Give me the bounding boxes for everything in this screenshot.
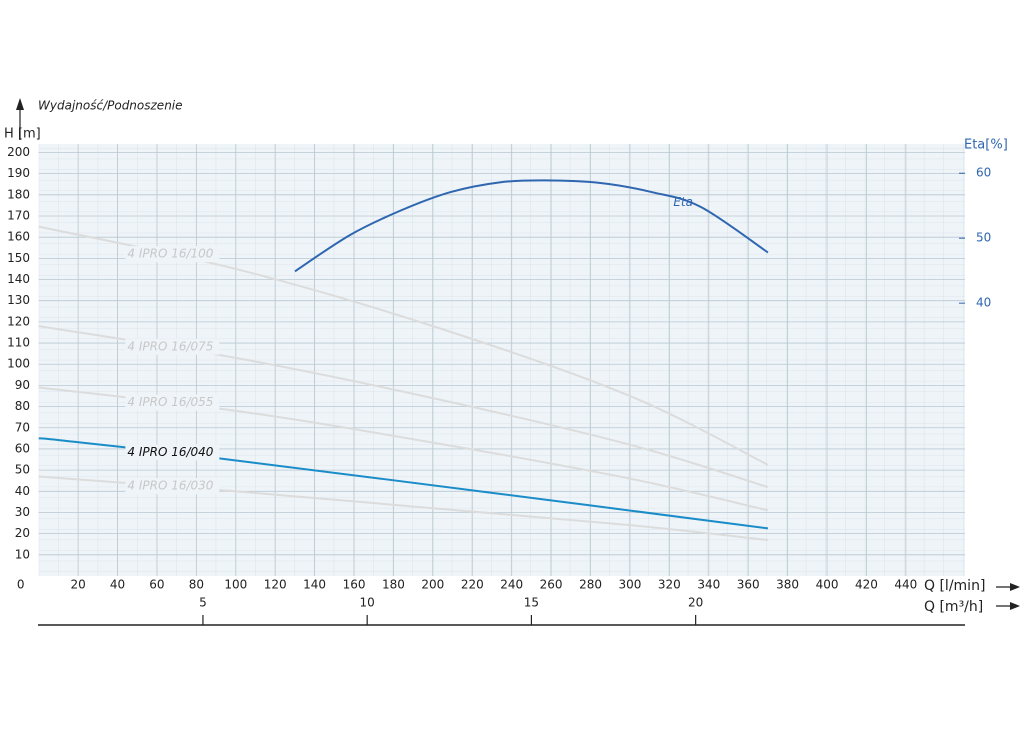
x2-tick-label: 10	[360, 596, 375, 610]
minor-grid	[38, 144, 965, 576]
y-tick-label: 60	[15, 441, 30, 455]
x-tick-label: 340	[697, 578, 720, 592]
x-tick-label: 240	[500, 578, 523, 592]
x-tick-label: 40	[110, 578, 125, 592]
y-tick-label: 110	[7, 336, 30, 350]
x2-arrow-head	[1010, 602, 1020, 610]
x-tick-label: 320	[658, 578, 681, 592]
label-background	[125, 478, 220, 495]
y-tick-label: 10	[15, 547, 30, 561]
y2-tick-label: 60	[976, 166, 991, 180]
y-tick-label: 90	[15, 378, 30, 392]
y-tick-label: 160	[7, 230, 30, 244]
x-tick-label: 440	[894, 578, 917, 592]
y-tick-label: 80	[15, 399, 30, 413]
label-background	[125, 394, 220, 411]
y-tick-label: 50	[15, 463, 30, 477]
series-label: 4 IPRO 16/040	[127, 445, 213, 459]
x-tick-label: 420	[855, 578, 878, 592]
y-tick-label: 140	[7, 272, 30, 286]
x-tick-label: 400	[816, 578, 839, 592]
x-tick-label: 140	[303, 578, 326, 592]
y-tick-label: 20	[15, 526, 30, 540]
y-tick-label: 170	[7, 209, 30, 223]
y-tick-label: 30	[15, 505, 30, 519]
label-background	[125, 444, 220, 461]
series-label: Eta	[673, 195, 693, 209]
series-label: 4 IPRO 16/100	[127, 247, 213, 261]
x-tick-label: 280	[579, 578, 602, 592]
y-arrow-head	[16, 98, 24, 110]
y2-tick-label: 40	[976, 296, 991, 310]
x-tick-label: 60	[149, 578, 164, 592]
y2-tick-label: 50	[976, 231, 991, 245]
x2-tick-label: 15	[524, 596, 539, 610]
series-line	[38, 437, 769, 530]
y-tick-label: 100	[7, 357, 30, 371]
y-axis-label: H [m]	[4, 127, 41, 142]
x2-axis-label: Q [m³/h]	[924, 599, 983, 615]
series-label: 4 IPRO 16/030	[127, 479, 213, 493]
x-tick-label: 160	[343, 578, 366, 592]
x-tick-label: 20	[70, 578, 85, 592]
y-tick-label: 70	[15, 420, 30, 434]
x-tick-label: 200	[421, 578, 444, 592]
y-tick-label: 150	[7, 251, 30, 265]
y2-axis-label: Eta[%]	[964, 138, 1008, 153]
series-label: 4 IPRO 16/075	[127, 339, 213, 353]
x-arrow-head	[1010, 583, 1020, 591]
x-tick-label: 80	[189, 578, 204, 592]
series-label: 4 IPRO 16/055	[127, 395, 213, 409]
label-background	[125, 246, 220, 263]
y-tick-label: 180	[7, 187, 30, 201]
y-tick-label: 40	[15, 484, 30, 498]
label-background	[125, 338, 220, 355]
y-tick-label: 190	[7, 166, 30, 180]
x2-tick-label: 20	[688, 596, 703, 610]
x-axis-label: Q [l/min]	[924, 578, 985, 594]
y-tick-label: 130	[7, 293, 30, 307]
y-tick-label: 120	[7, 314, 30, 328]
x-tick-label: 180	[382, 578, 405, 592]
x-tick-label: 220	[461, 578, 484, 592]
x-tick-label: 100	[224, 578, 247, 592]
x-tick-label: 260	[540, 578, 563, 592]
y-tick-label: 200	[7, 145, 30, 159]
series-line	[294, 179, 769, 273]
x-tick-label: 360	[737, 578, 760, 592]
x-tick-label: 380	[776, 578, 799, 592]
x2-tick-label: 5	[199, 596, 207, 610]
x-tick-label: 300	[619, 578, 642, 592]
x-tick-label: 0	[17, 578, 25, 592]
x-tick-label: 120	[264, 578, 287, 592]
chart-title: Wydajność/Podnoszenie	[38, 99, 183, 113]
